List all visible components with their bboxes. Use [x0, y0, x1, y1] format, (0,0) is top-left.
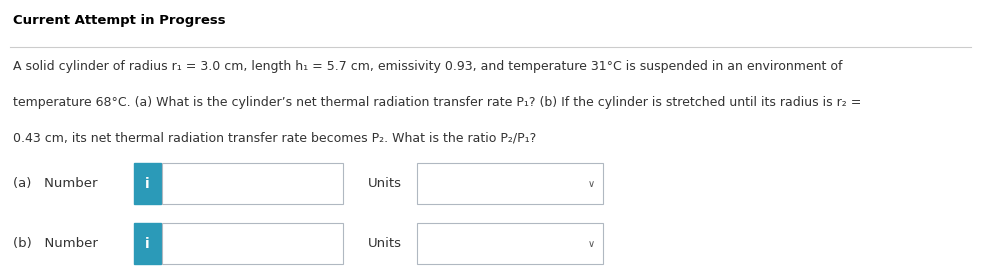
- FancyBboxPatch shape: [162, 163, 343, 204]
- Text: temperature 68°C. (a) What is the cylinder’s net thermal radiation transfer rate: temperature 68°C. (a) What is the cylind…: [13, 96, 861, 109]
- Text: ∨: ∨: [588, 239, 595, 249]
- Text: A solid cylinder of radius r₁ = 3.0 cm, length h₁ = 5.7 cm, emissivity 0.93, and: A solid cylinder of radius r₁ = 3.0 cm, …: [13, 60, 843, 73]
- Text: Units: Units: [368, 177, 402, 190]
- Text: i: i: [145, 237, 150, 251]
- Text: Units: Units: [368, 237, 402, 250]
- Text: i: i: [145, 176, 150, 191]
- FancyBboxPatch shape: [134, 163, 161, 204]
- Text: 0.43 cm, its net thermal radiation transfer rate becomes P₂. What is the ratio P: 0.43 cm, its net thermal radiation trans…: [13, 132, 536, 144]
- Text: Current Attempt in Progress: Current Attempt in Progress: [13, 14, 226, 27]
- Text: (b)   Number: (b) Number: [13, 237, 98, 250]
- FancyBboxPatch shape: [162, 223, 343, 264]
- Text: (a)   Number: (a) Number: [13, 177, 97, 190]
- Text: ∨: ∨: [588, 179, 595, 189]
- FancyBboxPatch shape: [134, 223, 161, 264]
- FancyBboxPatch shape: [417, 163, 603, 204]
- FancyBboxPatch shape: [417, 223, 603, 264]
